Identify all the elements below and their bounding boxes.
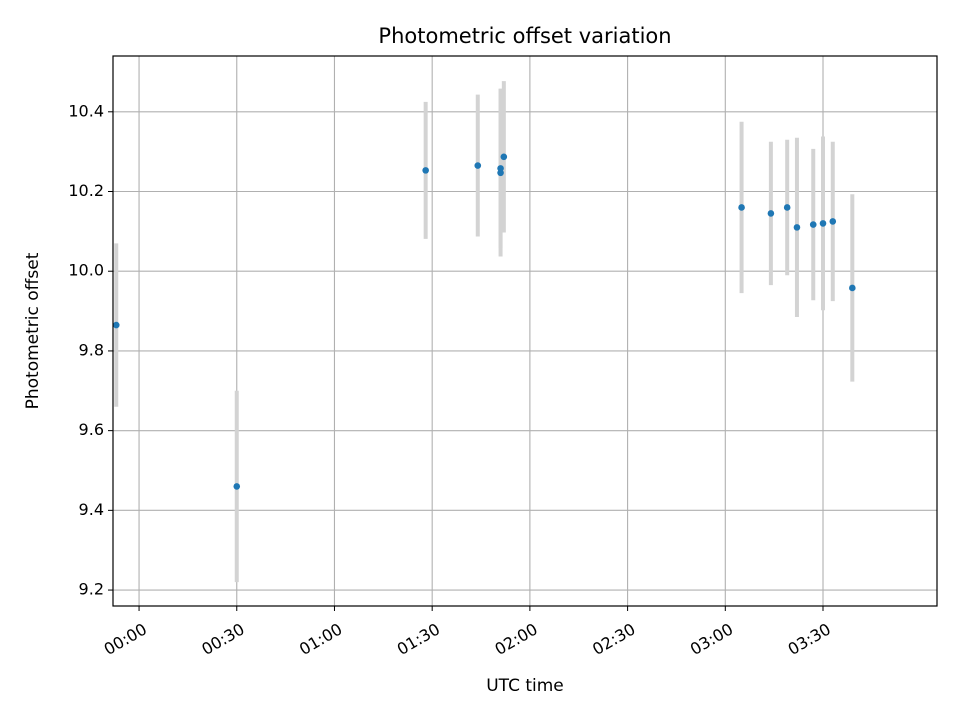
y-axis-ticks: 9.2 9.4 9.6 9.8 10.0 10.2 10.4 <box>68 101 113 599</box>
y-axis-label: Photometric offset <box>23 252 43 409</box>
data-point <box>793 224 801 231</box>
data-point <box>112 321 120 329</box>
plot-frame <box>112 55 938 607</box>
y-tick-label: 9.6 <box>79 420 104 439</box>
y-tick-label: 9.8 <box>79 340 104 359</box>
data-point <box>829 218 837 225</box>
data-point <box>497 165 504 172</box>
chart-title: Photometric offset variation <box>378 24 671 48</box>
data-point <box>809 221 817 228</box>
data-point <box>474 162 482 169</box>
grid-lines <box>113 56 937 606</box>
data-point <box>783 204 791 211</box>
y-tick-label: 9.4 <box>79 500 104 519</box>
y-tick-label: 9.2 <box>79 580 104 599</box>
data-point <box>738 204 745 211</box>
data-point <box>422 167 429 174</box>
data-point <box>819 220 827 227</box>
data-point <box>767 210 775 217</box>
x-axis-label: UTC time <box>486 676 564 696</box>
data-points <box>112 153 856 490</box>
data-point <box>500 153 508 161</box>
y-tick-label: 10.0 <box>68 261 104 280</box>
data-point <box>849 284 856 292</box>
data-point <box>233 483 241 490</box>
y-tick-label: 10.2 <box>68 181 104 200</box>
y-tick-label: 10.4 <box>68 101 104 120</box>
